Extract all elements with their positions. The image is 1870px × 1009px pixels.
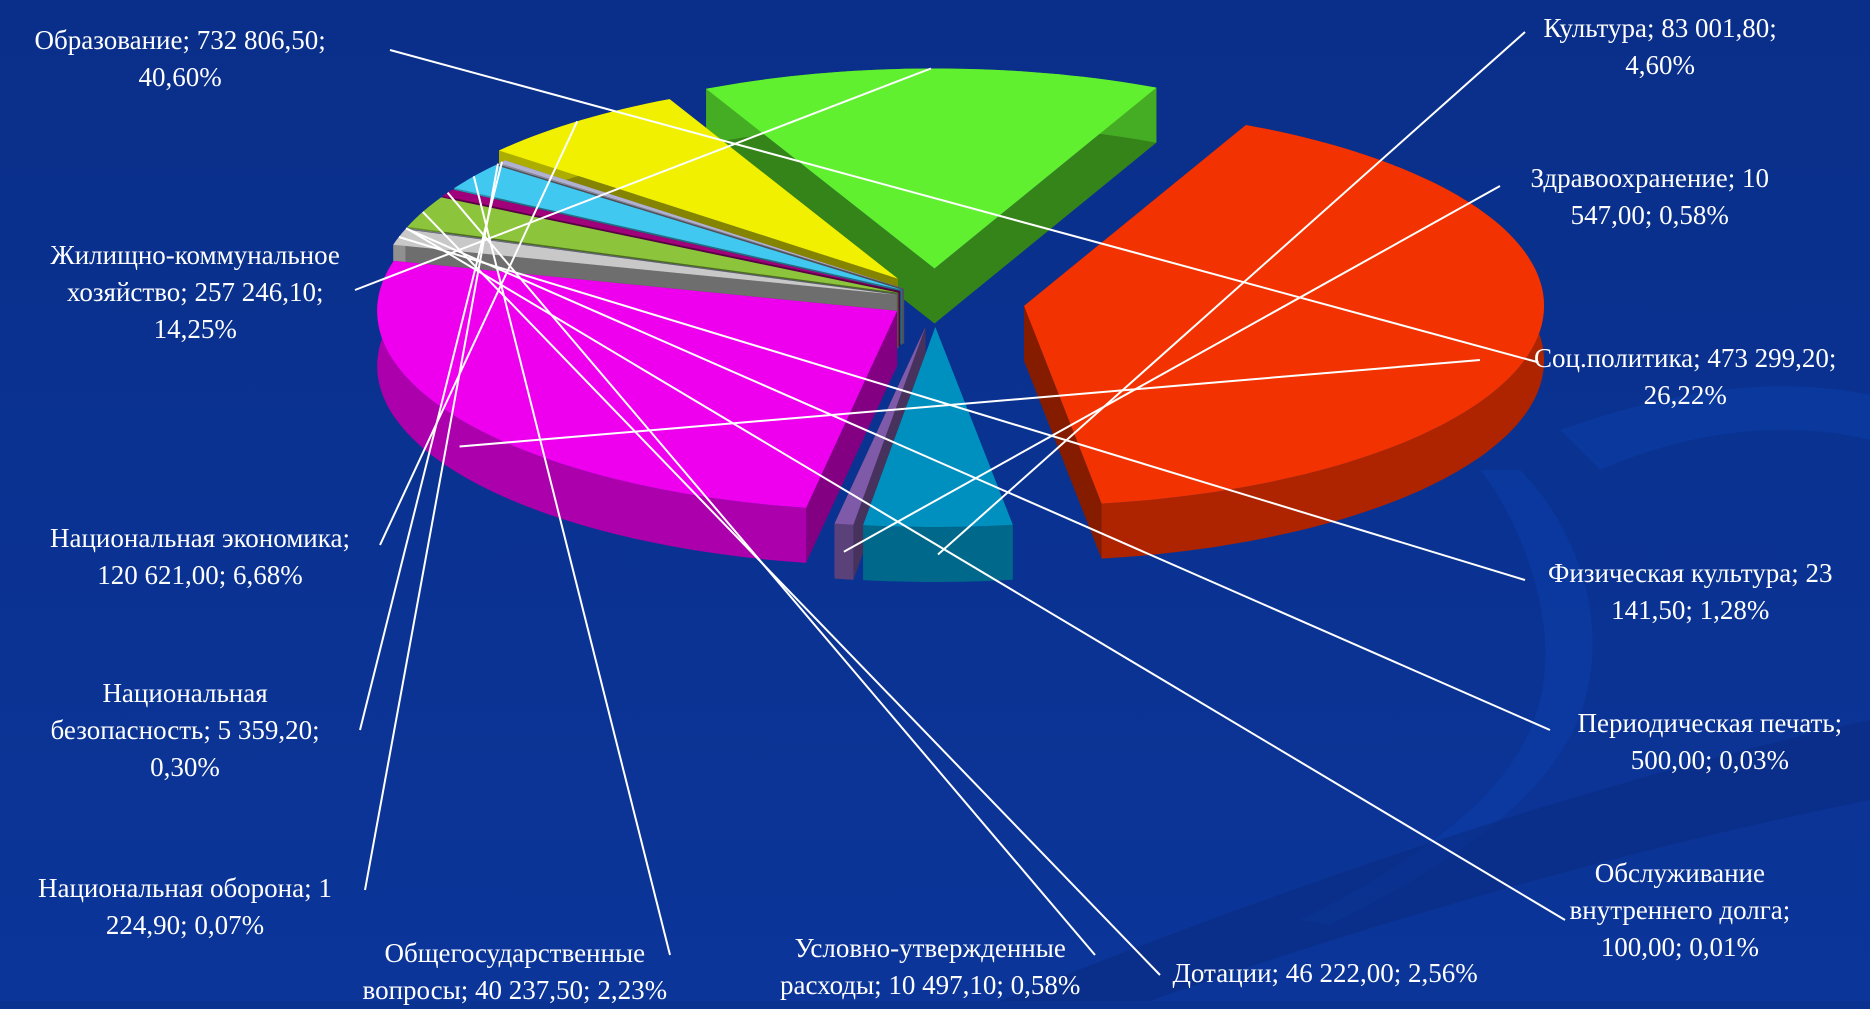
data-label-line: расходы; 10 497,10; 0,58% (780, 967, 1080, 1004)
data-label-line: 141,50; 1,28% (1548, 592, 1832, 629)
data-label-ekonomika: Национальная экономика;120 621,00; 6,68% (50, 520, 350, 594)
data-label-line: хозяйство; 257 246,10; (51, 274, 340, 311)
data-label-socpolitika: Соц.политика; 473 299,20;26,22% (1534, 340, 1836, 414)
data-label-line: безопасность; 5 359,20; (51, 712, 320, 749)
data-label-line: Культура; 83 001,80; (1544, 10, 1777, 47)
data-label-line: Национальная (51, 675, 320, 712)
data-label-line: Национальная оборона; 1 (38, 870, 332, 907)
data-label-line: 14,25% (51, 311, 340, 348)
data-label-line: 500,00; 0,03% (1578, 742, 1843, 779)
data-label-line: Национальная экономика; (50, 520, 350, 557)
data-label-line: вопросы; 40 237,50; 2,23% (363, 972, 668, 1009)
data-label-line: Обслуживание (1570, 855, 1791, 892)
data-label-line: 100,00; 0,01% (1570, 929, 1791, 966)
data-label-line: внутреннего долга; (1570, 892, 1791, 929)
slice-socpolitika (377, 261, 897, 563)
data-label-line: Общегосударственные (363, 935, 668, 972)
data-label-line: 547,00; 0,58% (1531, 197, 1770, 234)
data-label-line: Периодическая печать; (1578, 705, 1843, 742)
data-label-obrazovanie: Образование; 732 806,50;40,60% (35, 22, 326, 96)
data-label-dotacii: Дотации; 46 222,00; 2,56% (1173, 955, 1478, 992)
data-label-line: 224,90; 0,07% (38, 907, 332, 944)
data-label-line: Образование; 732 806,50; (35, 22, 326, 59)
data-label-line: 26,22% (1534, 377, 1836, 414)
data-label-line: 0,30% (51, 749, 320, 786)
data-label-line: Жилищно-коммунальное (51, 237, 340, 274)
data-label-kultura: Культура; 83 001,80;4,60% (1544, 10, 1777, 84)
pie-slices (377, 69, 1544, 583)
data-label-line: Условно-утвержденные (780, 930, 1080, 967)
data-label-line: Физическая культура; 23 (1548, 555, 1832, 592)
data-label-line: 4,60% (1544, 47, 1777, 84)
data-label-line: 40,60% (35, 59, 326, 96)
data-label-line: Здравоохранение; 10 (1531, 160, 1770, 197)
data-label-line: 120 621,00; 6,68% (50, 557, 350, 594)
data-label-line: Дотации; 46 222,00; 2,56% (1173, 955, 1478, 992)
data-label-line: Соц.политика; 473 299,20; (1534, 340, 1836, 377)
data-label-pechat: Периодическая печать;500,00; 0,03% (1578, 705, 1843, 779)
